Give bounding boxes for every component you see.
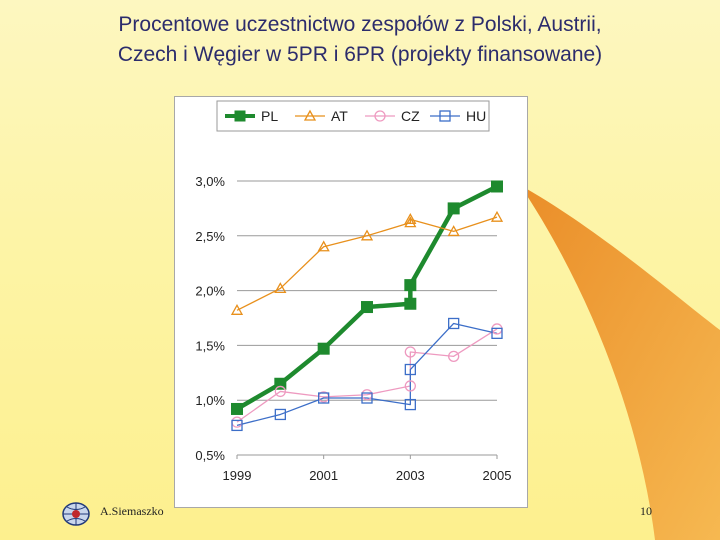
data-point-pl — [274, 377, 287, 390]
legend-marker-cz — [374, 110, 386, 122]
series-line-cz — [236, 328, 498, 423]
data-point-hu — [448, 317, 460, 330]
data-point-pl — [491, 180, 503, 193]
data-point-at — [404, 216, 417, 228]
data-point-pl — [404, 279, 417, 292]
series-line-pl — [235, 184, 499, 411]
data-point-hu — [361, 392, 373, 404]
chart-panel: 0,5% 1,0% 1,5% 2,0% 2,5% 3,0% 1999 2001 2003 2005… — [174, 96, 528, 508]
legend-label-at: AT — [331, 108, 348, 124]
data-point-cz — [448, 350, 460, 363]
participation-line-chart: 0,5% 1,0% 1,5% 2,0% 2,5% 3,0% 1999 2001 2003 2005… — [195, 100, 512, 483]
series-line-at — [236, 216, 498, 311]
data-point-at — [274, 282, 287, 294]
data-point-hu — [404, 398, 416, 411]
data-point-pl — [447, 202, 460, 215]
slide-title: Procentowe uczestnictwo zespołów z Polsk… — [0, 10, 720, 70]
x-tick-label: 2003 — [396, 468, 425, 483]
y-tick-label: 1,5% — [195, 338, 225, 353]
legend-label-hu: HU — [466, 108, 486, 124]
y-tick-label: 2,5% — [195, 229, 225, 244]
data-point-hu — [491, 327, 503, 339]
data-point-hu — [231, 419, 243, 432]
data-point-at — [360, 229, 374, 241]
data-point-cz — [404, 346, 416, 358]
data-point-pl — [231, 402, 243, 415]
data-point-at — [490, 210, 504, 222]
x-tick-label: 1999 — [223, 468, 252, 483]
data-point-pl — [404, 297, 417, 310]
x-tick-label: 2001 — [309, 468, 338, 483]
data-point-at — [404, 213, 417, 225]
data-point-hu — [404, 363, 416, 376]
y-tick-label: 2,0% — [195, 284, 225, 299]
slide-title-line-2: Czech i Węgier w 5PR i 6PR (projekty fin… — [117, 43, 603, 66]
y-tick-label: 1,0% — [195, 393, 225, 408]
data-point-cz — [404, 380, 416, 392]
legend-marker-hu — [439, 110, 451, 122]
data-point-at — [317, 240, 330, 252]
data-point-at — [230, 303, 244, 315]
y-tick-label: 3,0% — [195, 174, 225, 189]
series-line-hu — [236, 322, 498, 427]
legend-marker-at — [303, 109, 317, 121]
footer-author: A.Siemaszko — [100, 504, 164, 518]
footer-page-number: 10 — [640, 504, 652, 518]
data-point-pl — [317, 342, 330, 355]
data-point-at — [447, 225, 460, 237]
y-tick-label: 0,5% — [195, 448, 225, 463]
x-tick-label: 2005 — [483, 468, 512, 483]
slide-title-line-1: Procentowe uczestnictwo zespołów z Polsk… — [118, 13, 602, 36]
data-point-pl — [361, 301, 373, 314]
legend-marker-pl — [234, 110, 246, 122]
legend-label-cz: CZ — [401, 108, 420, 124]
legend-label-pl: PL — [261, 108, 278, 124]
data-point-cz — [274, 385, 286, 398]
data-point-hu — [274, 408, 286, 421]
globe-logo-icon — [62, 502, 90, 526]
data-point-hu — [318, 392, 330, 404]
